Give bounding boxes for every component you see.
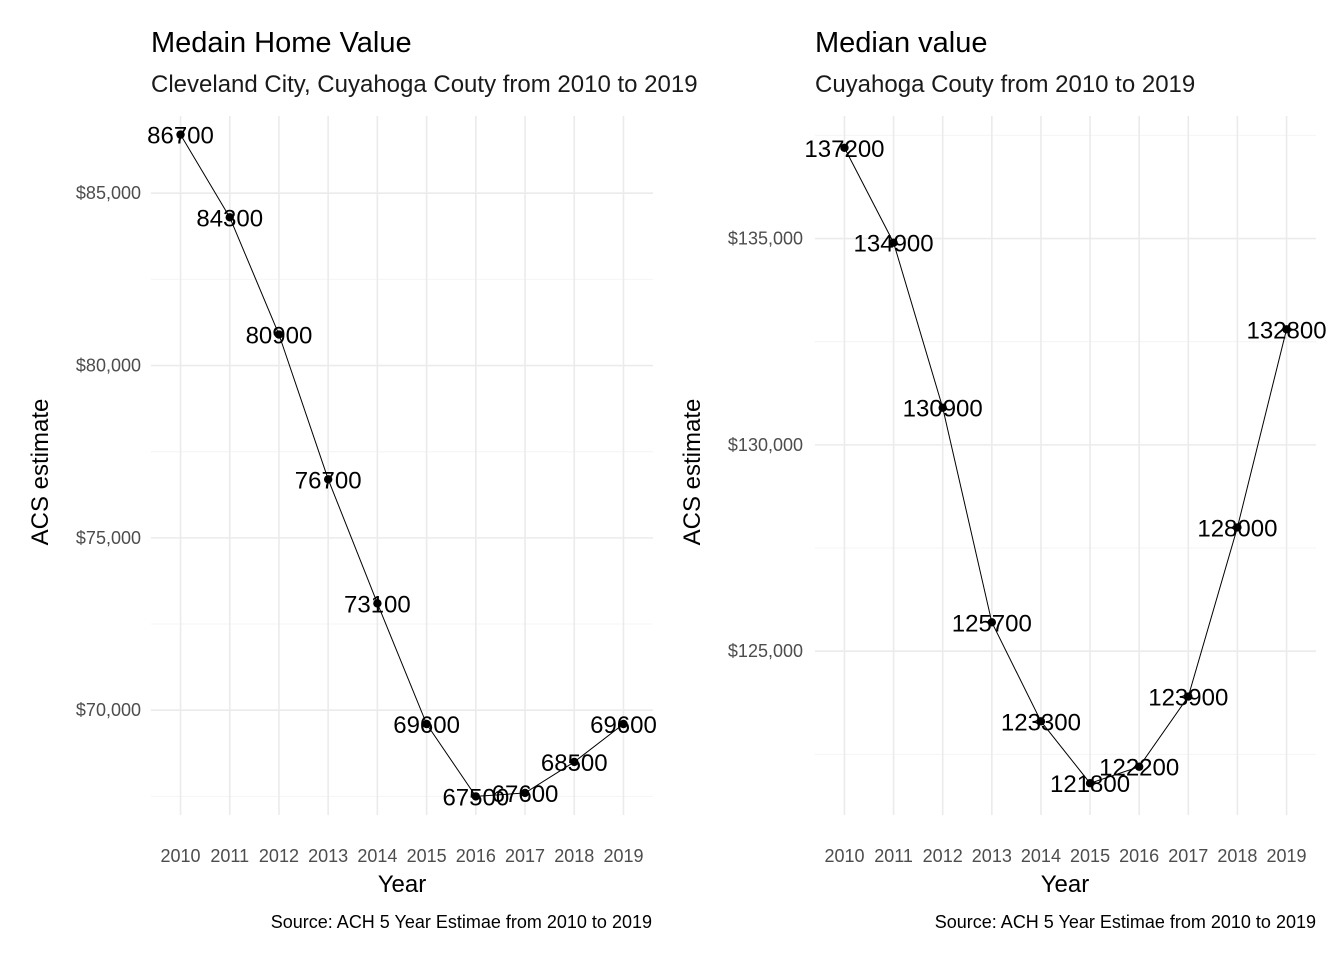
x-tick-label: 2017 <box>505 846 545 866</box>
x-tick-label: 2010 <box>824 846 864 866</box>
data-label: 123300 <box>1001 709 1081 736</box>
panel-2-x-ticks: 2010 2011 2012 2013 2014 2015 2016 2017 2018 2019 <box>824 846 1306 866</box>
x-tick-label: 2016 <box>1119 846 1159 866</box>
data-point <box>1282 325 1291 334</box>
data-point <box>1036 717 1046 726</box>
data-label: 67500 <box>442 784 509 811</box>
data-label: 122200 <box>1099 755 1179 782</box>
data-label: 69600 <box>590 712 657 739</box>
x-tick-label: 2019 <box>603 846 643 866</box>
data-label: 123900 <box>1148 685 1228 712</box>
data-label: 134900 <box>854 231 934 258</box>
data-point <box>225 213 234 222</box>
data-label: 76700 <box>295 467 362 494</box>
data-point <box>570 757 579 767</box>
panel-2-subtitle: Cuyahoga Couty from 2010 to 2019 <box>815 71 1195 98</box>
x-tick-label: 2016 <box>456 846 496 866</box>
data-point <box>1184 692 1193 701</box>
data-point <box>373 599 382 608</box>
x-tick-label: 2015 <box>1070 846 1110 866</box>
data-label: 80900 <box>246 323 313 350</box>
data-label: 73100 <box>344 591 411 618</box>
data-label: 69600 <box>393 712 460 739</box>
data-label: 67600 <box>492 781 559 808</box>
panel-1-y-ticks: $70,000 $75,000 $80,000 $85,000 <box>76 183 141 720</box>
x-tick-label: 2011 <box>874 846 913 866</box>
panel-1-y-axis-title: ACS estimate <box>27 399 54 546</box>
y-tick-label: $130,000 <box>728 435 803 455</box>
y-tick-label: $135,000 <box>728 229 803 249</box>
data-label: 121800 <box>1050 771 1130 798</box>
panel-1-gridlines <box>151 116 653 815</box>
x-tick-label: 2018 <box>1217 846 1257 866</box>
y-tick-label: $75,000 <box>76 528 141 548</box>
x-tick-label: 2011 <box>210 846 249 866</box>
x-tick-label: 2013 <box>308 846 348 866</box>
panel-cleveland: Medain Home Value Cleveland City, Cuyaho… <box>27 27 698 932</box>
data-point <box>619 719 628 729</box>
panel-2-caption: Source: ACH 5 Year Estimae from 2010 to … <box>935 912 1316 932</box>
data-point <box>274 330 284 339</box>
data-label: 68500 <box>541 750 608 777</box>
x-tick-label: 2010 <box>161 846 201 866</box>
y-tick-label: $85,000 <box>76 183 141 203</box>
data-point <box>1233 523 1242 532</box>
x-tick-label: 2013 <box>972 846 1012 866</box>
data-label: 128000 <box>1197 515 1277 542</box>
data-label: 137200 <box>804 136 884 163</box>
data-label: 86700 <box>147 123 214 150</box>
panel-2-gridlines <box>815 116 1316 815</box>
data-point <box>176 130 185 139</box>
x-tick-label: 2014 <box>1021 846 1061 866</box>
data-point <box>422 719 431 729</box>
x-tick-label: 2012 <box>259 846 299 866</box>
panel-2-series: 137200 134900 130900 125700 123300 1218001222… <box>804 136 1326 798</box>
panel-2-title: Median value <box>815 27 988 59</box>
panel-2-y-axis-title: ACS estimate <box>679 399 706 546</box>
series-line <box>180 134 624 797</box>
data-point <box>889 238 898 247</box>
x-tick-label: 2012 <box>923 846 963 866</box>
panel-cuyahoga: Median value Cuyahoga Couty from 2010 to… <box>679 27 1327 932</box>
x-tick-label: 2018 <box>554 846 594 866</box>
panel-1-x-ticks: 2010 2011 2012 2013 2014 2015 2016 2017 2018 2019 <box>161 846 644 866</box>
x-tick-label: 2015 <box>407 846 447 866</box>
panel-1-series: 86700 84300 80900 76700 73100 69600 6750067600… <box>147 123 657 812</box>
data-point <box>471 792 481 801</box>
data-point <box>323 475 333 484</box>
x-tick-label: 2019 <box>1267 846 1307 866</box>
series-line <box>844 147 1288 784</box>
data-point <box>520 788 530 798</box>
panel-1-title: Medain Home Value <box>151 27 412 59</box>
panel-2-x-axis-title: Year <box>1041 871 1090 898</box>
data-label: 84300 <box>196 205 263 232</box>
panel-2-y-ticks: $125,000 $130,000 $135,000 <box>728 229 803 662</box>
data-point <box>840 143 849 152</box>
panel-1-subtitle: Cleveland City, Cuyahoga Couty from 2010… <box>151 71 698 98</box>
x-tick-label: 2017 <box>1168 846 1208 866</box>
data-point <box>1134 762 1144 771</box>
data-point <box>938 403 947 412</box>
panel-1-x-axis-title: Year <box>378 871 427 898</box>
x-tick-label: 2014 <box>357 846 397 866</box>
data-label: 132800 <box>1246 317 1326 344</box>
y-tick-label: $70,000 <box>76 700 141 720</box>
data-label: 130900 <box>903 396 983 423</box>
data-point <box>1085 779 1095 788</box>
y-tick-label: $125,000 <box>728 641 803 661</box>
data-label: 125700 <box>952 610 1032 637</box>
panel-1-caption: Source: ACH 5 Year Estimae from 2010 to … <box>271 912 652 932</box>
y-tick-label: $80,000 <box>76 356 141 376</box>
data-point <box>987 618 997 627</box>
